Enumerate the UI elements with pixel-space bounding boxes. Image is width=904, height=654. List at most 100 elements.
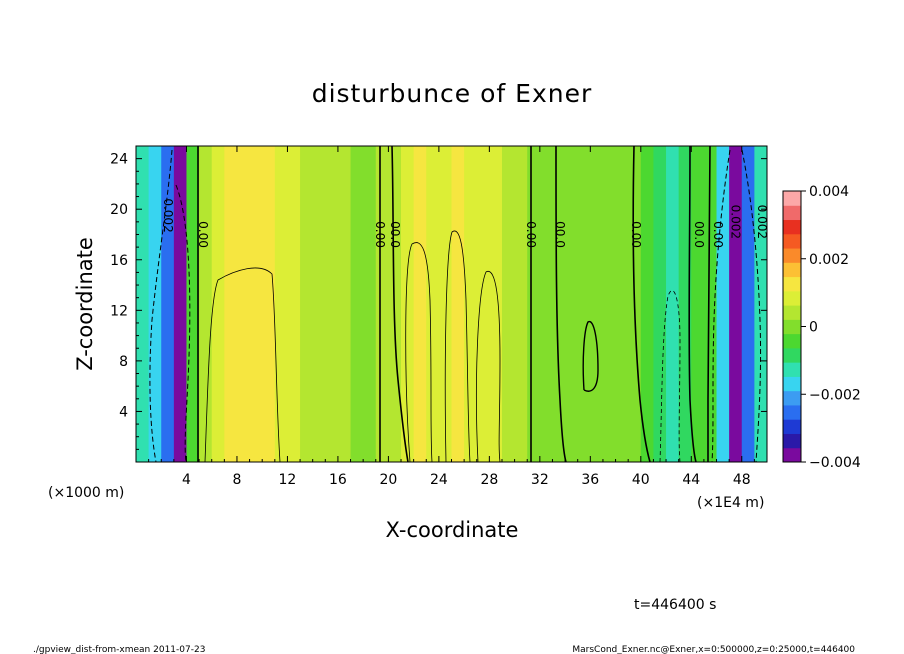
contour-line-zero <box>688 146 697 462</box>
colorbar <box>782 190 802 463</box>
heatmap-column <box>287 146 301 462</box>
colorbar-swatch <box>783 191 801 206</box>
contour-label: 00.0 <box>388 221 402 248</box>
y-axis: 4 8 12 16 20 24 <box>110 152 767 450</box>
colorbar-swatch <box>783 347 801 363</box>
x-axis: 4 8 12 16 20 24 28 32 36 40 44 48 <box>148 146 755 488</box>
heatmap-column <box>691 146 705 462</box>
x-tick-label: 12 <box>279 472 297 488</box>
heatmap-column <box>716 146 730 462</box>
heatmap-column <box>666 146 680 462</box>
colorbar-swatch <box>783 419 801 434</box>
colorbar-swatch <box>783 376 801 392</box>
contour-line-zero <box>555 146 567 462</box>
heatmap-column <box>249 146 263 462</box>
heatmap-column <box>325 146 339 462</box>
heatmap-column <box>148 146 162 462</box>
colorbar-swatch <box>783 333 801 349</box>
contour-label: 0.00 <box>629 221 643 248</box>
y-tick-label: 12 <box>110 303 128 319</box>
heatmap-column <box>236 146 251 462</box>
colorbar-swatch <box>783 433 801 449</box>
heatmap-column <box>552 146 566 462</box>
colorbar-swatch <box>783 447 801 463</box>
heatmap-column <box>173 146 188 462</box>
heatmap-column <box>274 146 289 462</box>
contour-label: 0.00 <box>196 221 210 248</box>
colorbar-swatch <box>783 362 801 377</box>
x-tick-label: 36 <box>581 472 599 488</box>
chart-title: disturbunce of Exner <box>312 79 593 108</box>
contour-line-negative <box>711 149 731 462</box>
contour-label: 00.0 <box>692 221 706 248</box>
heatmap-column <box>161 146 175 462</box>
footer-left: ./gpview_dist-from-xmean 2011-07-23 <box>33 645 205 654</box>
footer-right: MarsCond_Exner.nc@Exner,x=0:500000,z=0:2… <box>572 645 855 654</box>
contour-line-zero <box>632 146 651 462</box>
colorbar-swatch <box>783 390 801 406</box>
contour-line-positive <box>444 230 471 462</box>
heatmap-column <box>438 146 453 462</box>
colorbar-swatch <box>783 233 801 249</box>
heatmap-column <box>337 146 352 462</box>
heatmap-column <box>426 146 440 462</box>
heatmap-column <box>527 146 541 462</box>
y-tick-label: 24 <box>110 152 128 168</box>
heatmap-column <box>678 146 692 462</box>
colorbar-swatch <box>783 404 801 420</box>
colorbar-swatch <box>783 248 801 263</box>
contour-line-positive <box>405 242 433 462</box>
colorbar-tick-label: 0.004 <box>809 184 849 200</box>
heatmap-column <box>653 146 667 462</box>
heatmap-column <box>703 146 718 462</box>
colorbar-swatch <box>783 290 801 306</box>
contour-label: 0.00 <box>711 221 725 248</box>
colorbar-tick-label: 0 <box>809 320 818 336</box>
x-unit-left: (×1000 m) <box>48 485 124 501</box>
colorbar-tick-label: 0.002 <box>809 252 849 268</box>
x-tick-label: 28 <box>480 472 498 488</box>
x-tick-label: 44 <box>682 472 700 488</box>
contour-label: 0.002 <box>755 205 769 239</box>
x-tick-label: 20 <box>379 472 397 488</box>
colorbar-tick-labels: 0.004 0.002 0 −0.002 −0.004 <box>801 184 861 471</box>
x-tick-label: 48 <box>733 472 751 488</box>
contour-label: 0.00 <box>524 221 538 248</box>
heatmap-column <box>741 146 755 462</box>
colorbar-swatch <box>783 305 801 320</box>
heatmap-column <box>375 146 389 462</box>
heatmap-column <box>539 146 554 462</box>
contour-label: 0.002 <box>729 205 743 239</box>
colorbar-swatch <box>783 262 801 278</box>
colorbar-tick-label: −0.004 <box>809 455 861 471</box>
contour-line-negative <box>741 149 762 462</box>
contour-line-zero <box>391 146 409 462</box>
heatmap-column <box>199 146 213 462</box>
heatmap-column <box>565 146 579 462</box>
y-axis-label: Z-coordinate <box>73 237 97 371</box>
heatmap-column <box>224 146 238 462</box>
x-tick-label: 8 <box>232 472 241 488</box>
x-unit-right: (×1E4 m) <box>697 495 764 511</box>
contour-line-positive <box>204 267 281 462</box>
heatmap-column <box>615 146 629 462</box>
heatmap-column <box>514 146 528 462</box>
heatmap-column <box>312 146 326 462</box>
colorbar-swatch <box>783 276 801 292</box>
heatmap-column <box>136 146 150 462</box>
x-tick-label: 24 <box>430 472 448 488</box>
x-tick-label: 4 <box>182 472 191 488</box>
heatmap-column <box>262 146 276 462</box>
contour-label: 00.0 <box>553 221 567 248</box>
heatmap-column <box>451 146 465 462</box>
heatmap-column <box>754 146 767 462</box>
heatmap-column <box>350 146 364 462</box>
heatmap-column <box>401 146 415 462</box>
contour-line-positive <box>582 320 599 392</box>
contour-line-positive <box>476 270 501 462</box>
heatmap-column <box>590 146 604 462</box>
x-tick-label: 16 <box>329 472 347 488</box>
